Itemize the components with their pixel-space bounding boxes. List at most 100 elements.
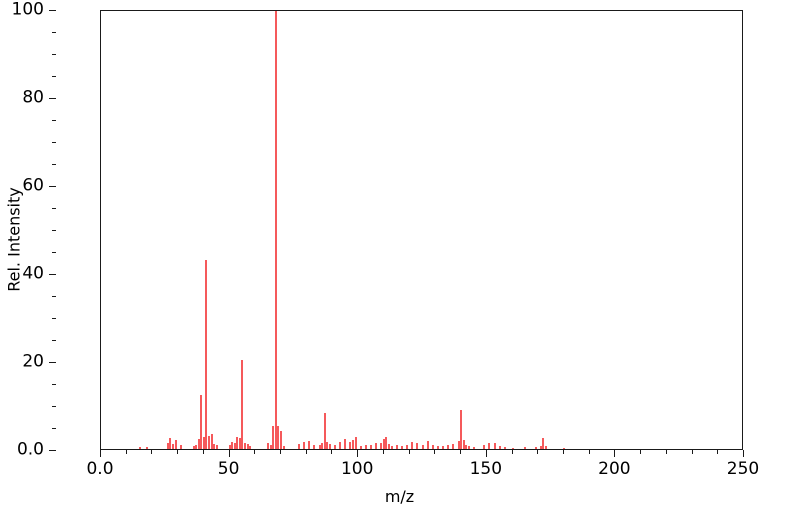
spectrum-peak: [195, 444, 198, 449]
spectrum-peak: [323, 412, 326, 449]
spectrum-peak: [411, 441, 414, 449]
x-axis-tick-minor: [382, 450, 384, 454]
y-axis-tick-minor: [52, 252, 56, 253]
spectrum-peak: [436, 446, 439, 449]
spectrum-peak: [352, 440, 355, 449]
spectrum-peak: [146, 447, 149, 449]
x-axis-tick-major: [100, 450, 101, 457]
spectrum-peak: [269, 444, 272, 449]
x-axis-tick-minor: [408, 450, 410, 454]
x-axis-tick-minor: [280, 450, 282, 454]
x-axis-title: m/z: [384, 487, 415, 506]
spectrum-peak: [272, 426, 275, 449]
spectrum-peak: [215, 444, 218, 449]
spectrum-peak: [359, 445, 362, 449]
x-axis-tick-label: 250: [726, 459, 760, 479]
spectrum-peak: [179, 445, 182, 449]
x-axis-tick-label: 150: [469, 459, 503, 479]
spectrum-peak: [467, 446, 470, 449]
spectrum-peak: [426, 441, 429, 449]
spectrum-peak: [236, 437, 239, 449]
spectrum-peak: [503, 447, 506, 449]
spectrum-peak: [205, 259, 208, 449]
y-axis-tick-minor: [52, 384, 56, 385]
x-axis-tick-minor: [305, 450, 307, 454]
spectrum-peak: [192, 446, 195, 449]
spectrum-peak: [303, 442, 306, 449]
spectrum-peak: [416, 442, 419, 449]
spectrum-peak: [542, 438, 545, 449]
spectrum-peak: [462, 439, 465, 449]
y-axis-tick-minor: [52, 428, 56, 429]
y-axis-tick-major: [49, 186, 56, 187]
spectrum-peak: [244, 442, 247, 449]
x-axis-tick-minor: [434, 450, 436, 454]
y-axis-tick-minor: [52, 142, 56, 143]
spectrum-peak: [534, 446, 537, 449]
x-axis-tick-major: [614, 450, 616, 457]
spectrum-peak: [197, 439, 200, 449]
x-axis-tick-minor: [151, 450, 153, 454]
spectrum-peak: [277, 426, 280, 449]
spectrum-peak: [421, 444, 424, 449]
spectrum-peak: [213, 443, 216, 449]
spectrum-peak: [562, 447, 565, 449]
spectrum-peak: [457, 441, 460, 449]
x-axis-tick-minor: [537, 450, 539, 454]
spectrum-peak: [511, 447, 514, 449]
spectrum-peak: [452, 443, 455, 449]
spectrum-peak: [465, 445, 468, 449]
x-axis-tick-major: [228, 450, 230, 457]
spectrum-peak: [388, 443, 391, 449]
y-axis-tick-minor: [52, 406, 56, 407]
y-axis-tick-minor: [52, 230, 56, 231]
spectrum-peak: [241, 360, 244, 449]
y-axis-tick-minor: [52, 340, 56, 341]
x-axis-tick-label: 200: [598, 459, 631, 479]
spectrum-peak: [406, 444, 409, 449]
y-axis-title: Rel. Intensity: [4, 187, 24, 292]
peaks-layer: [101, 11, 742, 449]
spectrum-peak: [246, 443, 249, 449]
spectrum-peak: [326, 442, 329, 449]
spectrum-peak: [166, 442, 169, 449]
spectrum-peak: [318, 444, 321, 449]
spectrum-peak: [400, 446, 403, 449]
spectrum-peak: [375, 443, 378, 449]
spectrum-peak: [334, 444, 337, 449]
spectrum-peak: [431, 445, 434, 449]
x-axis-tick-label: 100: [340, 459, 374, 479]
spectrum-peak: [249, 446, 252, 449]
y-axis-tick-minor: [52, 164, 56, 165]
spectrum-peak: [308, 440, 311, 449]
x-axis-tick-label: 50: [217, 459, 240, 479]
spectrum-peak: [483, 445, 486, 449]
y-axis-tick-minor: [52, 54, 56, 55]
spectrum-peak: [447, 445, 450, 449]
spectrum-peak: [169, 437, 172, 449]
spectrum-peak: [202, 436, 205, 449]
spectrum-peak: [231, 441, 234, 449]
spectrum-peak: [339, 441, 342, 449]
spectrum-peak: [442, 445, 445, 449]
x-axis-tick-minor: [665, 450, 667, 454]
spectrum-peak: [282, 446, 285, 449]
spectrum-peak: [344, 438, 347, 449]
plot-area: [100, 10, 743, 450]
spectrum-peak: [472, 446, 475, 449]
y-axis-tick-label: 20: [22, 351, 44, 372]
y-axis-tick-major: [49, 98, 56, 99]
y-axis-tick-major: [49, 450, 56, 451]
spectrum-peak: [200, 394, 203, 449]
y-axis-tick-major: [49, 10, 56, 11]
y-axis-tick-label: 80: [22, 87, 44, 108]
spectrum-peak: [238, 438, 241, 449]
spectrum-peak: [544, 446, 547, 449]
x-axis-tick-major: [743, 450, 744, 457]
y-axis-tick-minor: [52, 120, 56, 121]
x-axis-tick-label: 0.0: [86, 459, 114, 479]
spectrum-peak: [364, 445, 367, 449]
x-axis-tick-major: [357, 450, 359, 457]
spectrum-peak: [380, 442, 383, 449]
y-axis-tick-minor: [52, 32, 56, 33]
